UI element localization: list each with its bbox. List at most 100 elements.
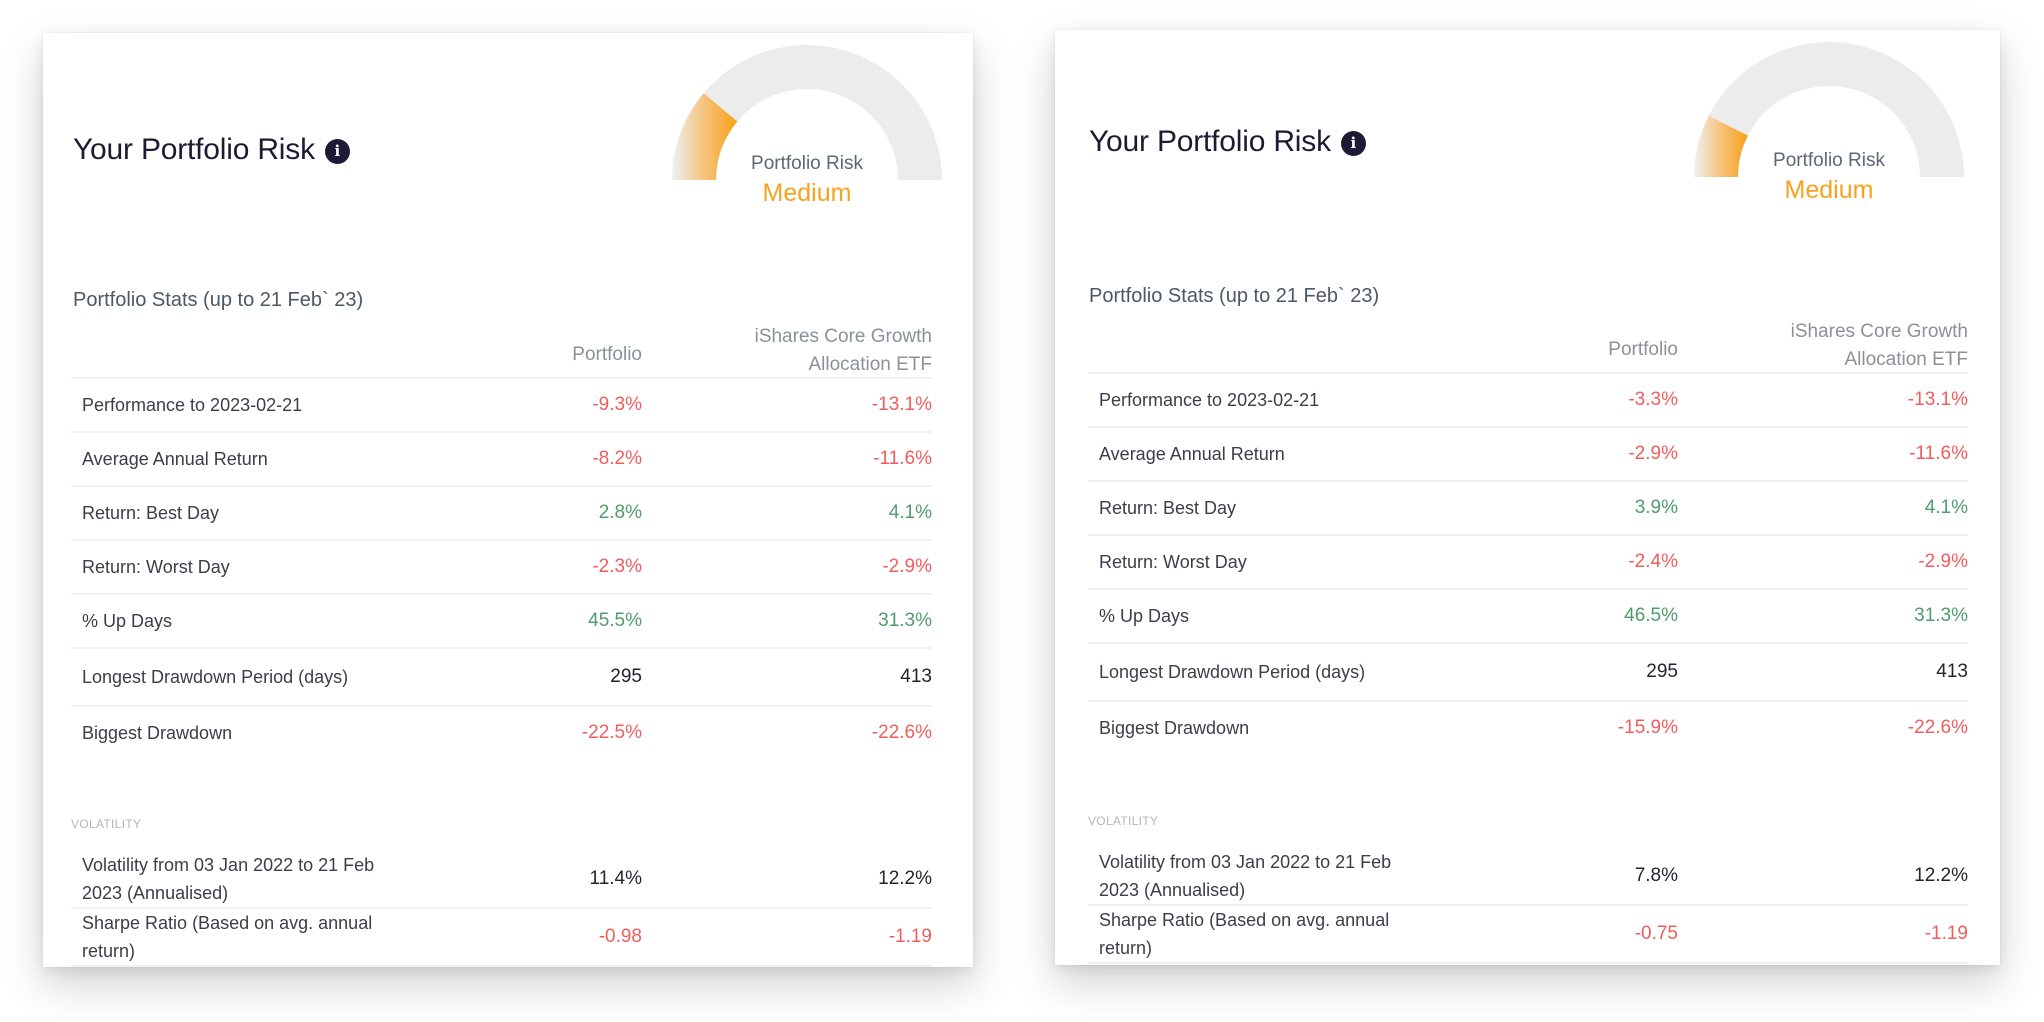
portfolio-risk-card-right: Your Portfolio Risk i Portfolio Risk Med… [1055, 30, 2000, 965]
benchmark-value: 4.1% [1924, 497, 1968, 518]
table-row: Biggest Drawdown -22.5% -22.6% [71, 707, 932, 759]
gauge-label: Portfolio Risk [1773, 150, 1885, 171]
portfolio-value: -2.3% [592, 556, 642, 577]
portfolio-value: 45.5% [588, 610, 642, 631]
table-row: Longest Drawdown Period (days) 295 413 [1088, 644, 1968, 702]
portfolio-value: -22.5% [581, 722, 642, 743]
table-row: Longest Drawdown Period (days) 295 413 [71, 649, 932, 707]
spacer [1088, 754, 1968, 814]
table-row: % Up Days 45.5% 31.3% [71, 595, 932, 649]
portfolio-value: -2.4% [1628, 551, 1678, 572]
column-header-benchmark: iShares Core Growth Allocation ETF [672, 323, 932, 379]
row-label: Longest Drawdown Period (days) [1099, 662, 1366, 682]
benchmark-value: 12.2% [878, 868, 932, 889]
benchmark-value: -22.6% [1907, 717, 1968, 738]
benchmark-value: 12.2% [1914, 865, 1968, 886]
portfolio-value: 7.8% [1634, 865, 1678, 886]
column-header-portfolio: Portfolio [572, 344, 642, 365]
table-row: Return: Worst Day -2.3% -2.9% [71, 541, 932, 595]
row-label: Biggest Drawdown [1099, 718, 1250, 738]
row-label: Average Annual Return [1099, 444, 1285, 464]
risk-level-value: Medium [1784, 176, 1874, 204]
row-label: Return: Worst Day [1099, 552, 1247, 572]
benchmark-value: -1.19 [888, 926, 932, 947]
benchmark-line1: iShares Core Growth [754, 326, 932, 347]
table-row: Volatility from 03 Jan 2022 to 21 Feb 20… [71, 851, 932, 909]
portfolio-value: -0.98 [598, 926, 642, 947]
column-header-benchmark: iShares Core Growth Allocation ETF [1708, 318, 1968, 374]
gauge-arc [1694, 42, 1964, 178]
risk-level-value: Medium [762, 179, 852, 207]
table-row: Average Annual Return -8.2% -11.6% [71, 433, 932, 487]
portfolio-value: -9.3% [592, 394, 642, 415]
table-row: Return: Worst Day -2.4% -2.9% [1088, 536, 1968, 590]
info-icon[interactable]: i [324, 138, 350, 164]
stats-table: Portfolio iShares Core Growth Allocation… [71, 323, 932, 967]
benchmark-value: -11.6% [873, 448, 932, 469]
portfolio-risk-card-left: Your Portfolio Risk i Portfolio Risk Med… [43, 33, 973, 967]
card-header: Your Portfolio Risk i [73, 133, 350, 167]
row-label: Volatility from 03 Jan 2022 to 21 Feb 20… [82, 855, 375, 903]
table-row: Average Annual Return -2.9% -11.6% [1088, 428, 1968, 482]
table-row: Performance to 2023-02-21 -3.3% -13.1% [1088, 374, 1968, 428]
table-header: Portfolio iShares Core Growth Allocation… [1088, 318, 1968, 374]
row-label: Return: Best Day [82, 503, 220, 523]
portfolio-value: -2.9% [1628, 443, 1678, 464]
benchmark-value: -2.9% [882, 556, 932, 577]
portfolio-value: -15.9% [1617, 717, 1678, 738]
portfolio-value: 295 [610, 666, 642, 687]
volatility-section-label: VOLATILITY [1088, 814, 1159, 828]
benchmark-value: 31.3% [878, 610, 932, 631]
row-label: Biggest Drawdown [82, 723, 233, 743]
row-label: Return: Worst Day [82, 557, 230, 577]
table-row: Biggest Drawdown -15.9% -22.6% [1088, 702, 1968, 754]
row-label: Longest Drawdown Period (days) [82, 667, 349, 687]
benchmark-value: 413 [900, 666, 932, 687]
table-row: Return: Best Day 3.9% 4.1% [1088, 482, 1968, 536]
stats-section-title: Portfolio Stats (up to 21 Feb` 23) [73, 289, 364, 311]
card-title: Your Portfolio Risk [73, 133, 315, 166]
table-row: Sharpe Ratio (Based on avg. annual retur… [1088, 906, 1968, 964]
benchmark-value: 4.1% [888, 502, 932, 523]
spacer [71, 759, 932, 817]
row-label: Performance to 2023-02-21 [82, 395, 303, 415]
table-row: Return: Best Day 2.8% 4.1% [71, 487, 932, 541]
volatility-section-label: VOLATILITY [71, 817, 142, 831]
stats-table: Portfolio iShares Core Growth Allocation… [1088, 318, 1968, 964]
column-header-portfolio: Portfolio [1608, 339, 1678, 360]
benchmark-value: -13.1% [871, 394, 932, 415]
spacer [1088, 834, 1968, 848]
row-label: Sharpe Ratio (Based on avg. annual retur… [1099, 910, 1390, 958]
table-header: Portfolio iShares Core Growth Allocation… [71, 323, 932, 379]
row-label: Return: Best Day [1099, 498, 1237, 518]
portfolio-value: -3.3% [1628, 389, 1678, 410]
portfolio-value: 46.5% [1624, 605, 1678, 626]
info-icon[interactable]: i [1340, 130, 1366, 156]
risk-gauge: Portfolio Risk Medium [667, 33, 947, 213]
risk-gauge: Portfolio Risk Medium [1689, 30, 1969, 210]
portfolio-value: 11.4% [589, 868, 642, 889]
row-label: Average Annual Return [82, 449, 268, 469]
portfolio-value: 295 [1646, 661, 1678, 682]
portfolio-value: -8.2% [592, 448, 642, 469]
row-label: Performance to 2023-02-21 [1099, 390, 1320, 410]
card-header: Your Portfolio Risk i [1089, 125, 1366, 159]
benchmark-value: -13.1% [1907, 389, 1968, 410]
benchmark-value: -1.19 [1924, 923, 1968, 944]
portfolio-value: 3.9% [1634, 497, 1678, 518]
row-label: Sharpe Ratio (Based on avg. annual retur… [82, 913, 373, 961]
portfolio-value: -0.75 [1634, 923, 1678, 944]
stats-section-title: Portfolio Stats (up to 21 Feb` 23) [1089, 285, 1380, 307]
benchmark-line2: Allocation ETF [1844, 349, 1968, 370]
gauge-label: Portfolio Risk [751, 153, 863, 174]
benchmark-value: -22.6% [871, 722, 932, 743]
benchmark-line2: Allocation ETF [808, 354, 932, 375]
benchmark-value: -2.9% [1918, 551, 1968, 572]
table-row: Sharpe Ratio (Based on avg. annual retur… [71, 909, 932, 967]
benchmark-line1: iShares Core Growth [1790, 321, 1968, 342]
card-title: Your Portfolio Risk [1089, 125, 1331, 158]
table-row: Performance to 2023-02-21 -9.3% -13.1% [71, 379, 932, 433]
gauge-arc [672, 45, 942, 181]
table-row: Volatility from 03 Jan 2022 to 21 Feb 20… [1088, 848, 1968, 906]
benchmark-value: -11.6% [1909, 443, 1968, 464]
